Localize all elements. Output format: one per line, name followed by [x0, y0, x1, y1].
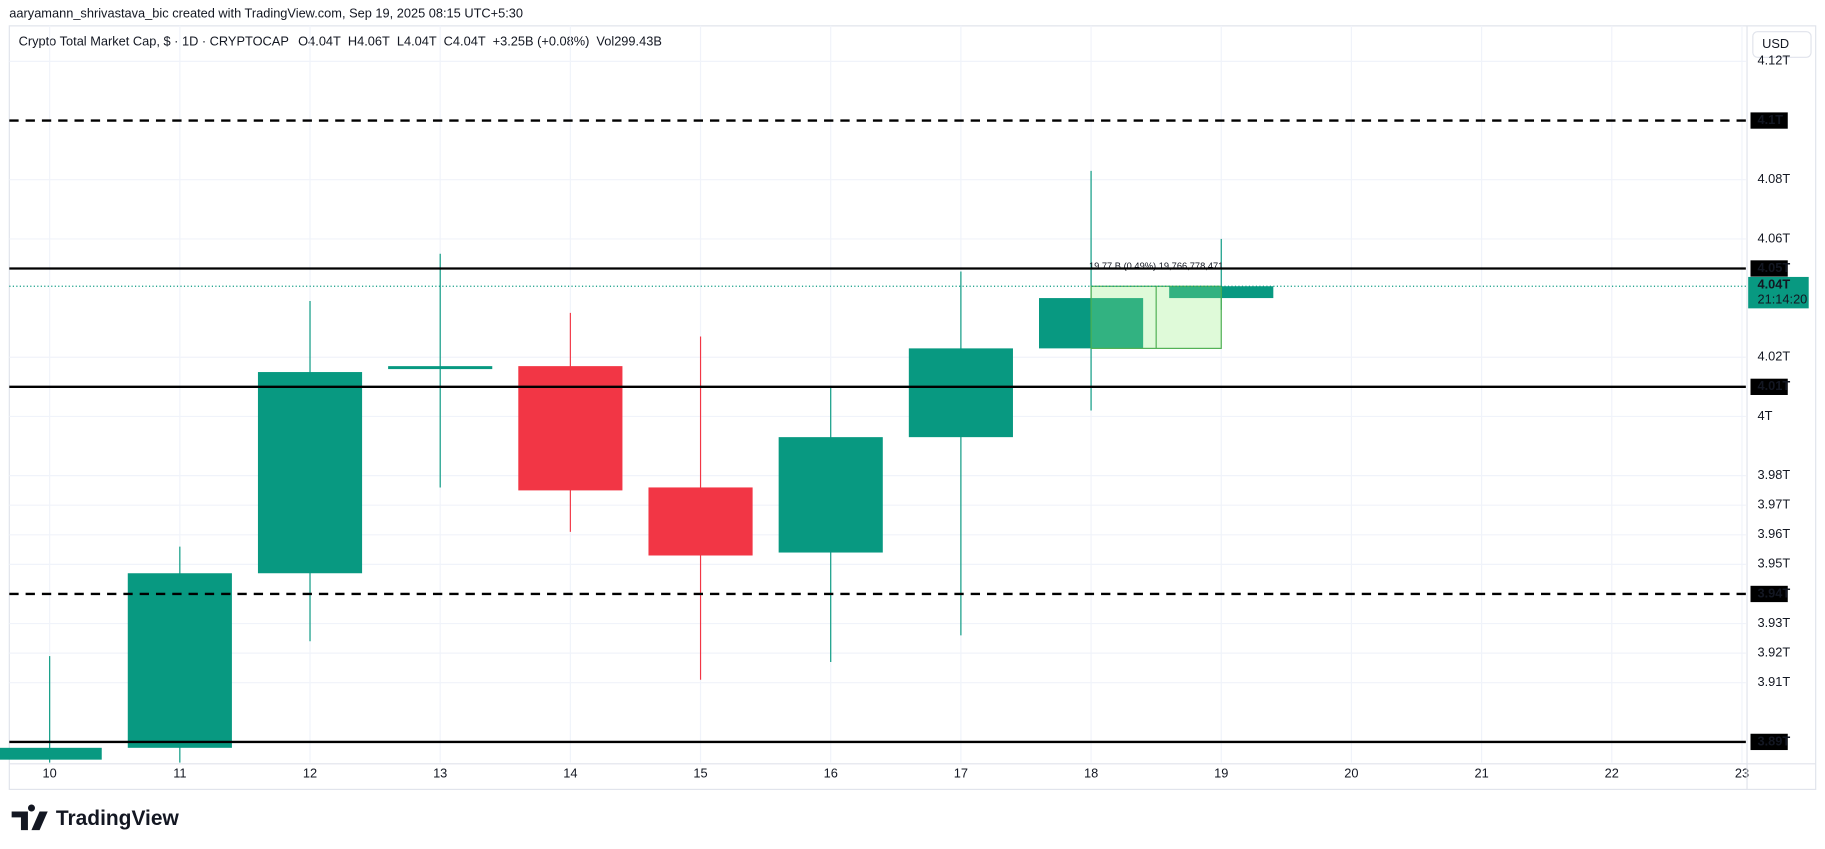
y-tick-label: 4T [1757, 408, 1772, 423]
legend-key: L [397, 34, 404, 49]
level-tag [1750, 733, 1788, 751]
y-tick-label: 3.93T [1757, 615, 1790, 630]
candle-body [648, 487, 753, 556]
brand-name: TradingView [56, 807, 180, 830]
x-tick-label: 19 [1214, 766, 1228, 781]
legend-key: O [298, 34, 308, 49]
y-tick-label: 3.96T [1757, 526, 1790, 541]
legend-value: 4.04T [453, 34, 486, 49]
y-tick-label: 4.12T [1757, 53, 1790, 68]
legend-value: 4.06T [357, 34, 390, 49]
measure-label: 19.77 B (0.49%) 19,766,778,471 [1089, 261, 1223, 271]
x-tick-label: 20 [1344, 766, 1358, 781]
x-tick-label: 12 [303, 766, 317, 781]
brand-logo: TradingView [11, 804, 180, 831]
countdown-label: 21:14:20 [1757, 292, 1807, 307]
legend-key: H [348, 34, 357, 49]
x-tick-label: 23 [1735, 766, 1749, 781]
level-tag [1750, 260, 1788, 277]
x-tick-label: 17 [954, 766, 968, 781]
x-tick-label: 15 [693, 766, 707, 781]
candle-body [0, 747, 102, 760]
y-tick-label: 4.02T [1757, 349, 1790, 364]
y-tick-label: 3.91T [1757, 674, 1790, 689]
candle-body [127, 573, 232, 748]
last-price-label: 4.04T [1757, 276, 1790, 291]
currency-button[interactable] [1752, 31, 1812, 58]
y-tick-label: 4.06T [1757, 230, 1790, 245]
x-tick-label: 13 [433, 766, 447, 781]
y-tick-label: 3.92T [1757, 645, 1790, 660]
x-tick-label: 14 [563, 766, 577, 781]
level-tag [1750, 112, 1788, 129]
candle-body [908, 348, 1013, 438]
legend-key: Vol [596, 34, 614, 49]
candle-body [257, 372, 363, 574]
y-tick-label: 4.08T [1757, 171, 1790, 186]
legend-value: 4.04T [404, 34, 437, 49]
legend-value: +3.25B (+0.08%) [493, 34, 590, 49]
x-tick-label: 16 [824, 766, 838, 781]
level-label: 4.05T [1757, 260, 1790, 275]
legend-value: 299.43B [614, 34, 662, 49]
legend-key: C [444, 34, 453, 49]
currency-label[interactable]: USD [1762, 36, 1789, 51]
level-label: 4.01T [1757, 378, 1790, 393]
x-tick-label: 22 [1605, 766, 1619, 781]
x-tick-label: 18 [1084, 766, 1098, 781]
y-tick-label: 3.95T [1757, 556, 1790, 571]
candle-body [778, 437, 883, 553]
chart-title: Crypto Total Market Cap, $ · 1D · CRYPTO… [19, 34, 289, 49]
header-caption: aaryamann_shrivastava_bic created with T… [9, 6, 523, 21]
x-tick-label: 11 [173, 766, 186, 781]
level-tag [1750, 378, 1788, 395]
level-label: 4.1T [1757, 112, 1783, 127]
y-tick-label: 3.97T [1757, 497, 1790, 512]
candle-body [518, 366, 623, 491]
chart-frame [8, 25, 1817, 790]
x-tick-label: 21 [1474, 766, 1488, 781]
level-tag [1750, 585, 1788, 603]
brand-icon [11, 804, 48, 831]
candle-body [388, 366, 493, 370]
legend-value: 4.04T [308, 34, 341, 49]
last-price-tag [1748, 276, 1809, 309]
x-tick-label: 10 [43, 766, 57, 781]
level-label: 3.94T [1757, 585, 1790, 600]
level-label: 3.89T [1757, 733, 1790, 748]
y-tick-label: 3.98T [1757, 467, 1790, 482]
